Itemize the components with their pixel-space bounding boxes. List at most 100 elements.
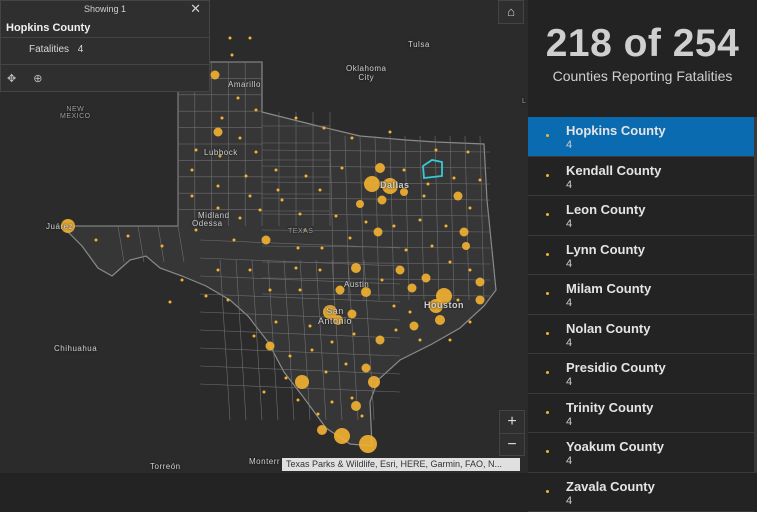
fatality-marker[interactable] (295, 267, 298, 270)
fatality-marker[interactable] (449, 261, 452, 264)
fatality-marker[interactable] (211, 71, 220, 80)
fatality-marker[interactable] (331, 341, 334, 344)
fatality-marker[interactable] (435, 315, 445, 325)
fatality-marker[interactable] (356, 200, 364, 208)
close-icon[interactable]: ✕ (190, 1, 201, 17)
fatality-marker[interactable] (403, 169, 406, 172)
fatality-marker[interactable] (467, 151, 470, 154)
fatality-marker[interactable] (375, 163, 385, 173)
fatality-marker[interactable] (361, 415, 364, 418)
fatality-marker[interactable] (476, 296, 485, 305)
fatality-marker[interactable] (295, 375, 309, 389)
fatality-marker[interactable] (229, 37, 232, 40)
fatality-marker[interactable] (233, 239, 236, 242)
fatality-marker[interactable] (259, 209, 262, 212)
fatality-marker[interactable] (305, 175, 308, 178)
fatality-marker[interactable] (289, 355, 292, 358)
fatality-marker[interactable] (449, 339, 452, 342)
fatality-marker[interactable] (95, 239, 98, 242)
fatality-marker[interactable] (408, 284, 417, 293)
fatality-marker[interactable] (364, 176, 380, 192)
fatality-marker[interactable] (345, 363, 348, 366)
fatality-marker[interactable] (325, 371, 328, 374)
fatality-marker[interactable] (221, 117, 224, 120)
fatality-marker[interactable] (419, 219, 422, 222)
fatality-marker[interactable] (359, 435, 377, 453)
fatality-marker[interactable] (335, 215, 338, 218)
fatality-marker[interactable] (331, 401, 334, 404)
fatality-marker[interactable] (297, 247, 300, 250)
fatality-marker[interactable] (253, 335, 256, 338)
fatality-marker[interactable] (351, 137, 354, 140)
fatality-marker[interactable] (445, 225, 448, 228)
fatality-marker[interactable] (453, 177, 456, 180)
fatality-marker[interactable] (353, 333, 356, 336)
fatality-marker[interactable] (393, 305, 396, 308)
fatality-marker[interactable] (476, 278, 485, 287)
fatality-marker[interactable] (262, 236, 271, 245)
fatality-marker[interactable] (217, 207, 220, 210)
fatality-marker[interactable] (239, 137, 242, 140)
fatality-marker[interactable] (161, 245, 164, 248)
fatality-marker[interactable] (169, 301, 172, 304)
fatality-marker[interactable] (321, 247, 324, 250)
fatality-marker[interactable] (427, 183, 430, 186)
fatality-marker[interactable] (299, 289, 302, 292)
fatality-marker[interactable] (419, 339, 422, 342)
fatality-marker[interactable] (389, 131, 392, 134)
fatality-marker[interactable] (469, 321, 472, 324)
fatality-marker[interactable] (217, 185, 220, 188)
fatality-marker[interactable] (341, 167, 344, 170)
fatality-marker[interactable] (317, 425, 327, 435)
fatality-marker[interactable] (275, 169, 278, 172)
fatality-marker[interactable] (214, 128, 223, 137)
fatality-marker[interactable] (469, 207, 472, 210)
fatality-marker[interactable] (281, 199, 284, 202)
fatality-marker[interactable] (435, 149, 438, 152)
zoom-out-button[interactable]: − (500, 434, 524, 456)
fatality-marker[interactable] (376, 336, 385, 345)
fatality-marker[interactable] (395, 329, 398, 332)
fatality-marker[interactable] (460, 228, 469, 237)
fatality-marker[interactable] (191, 169, 194, 172)
fatality-marker[interactable] (263, 391, 266, 394)
fatality-marker[interactable] (269, 289, 272, 292)
fatality-marker[interactable] (191, 195, 194, 198)
fatality-marker[interactable] (454, 192, 463, 201)
fatality-marker[interactable] (237, 97, 240, 100)
fatality-marker[interactable] (127, 235, 130, 238)
fatality-marker[interactable] (266, 342, 275, 351)
zoom-in-button[interactable]: + (500, 411, 524, 434)
fatality-marker[interactable] (351, 401, 361, 411)
fatality-marker[interactable] (277, 189, 280, 192)
fatality-marker[interactable] (409, 311, 412, 314)
fatality-marker[interactable] (381, 279, 384, 282)
fatality-marker[interactable] (181, 279, 184, 282)
fatality-marker[interactable] (239, 217, 242, 220)
fatality-marker[interactable] (299, 213, 302, 216)
fatality-marker[interactable] (227, 299, 230, 302)
fatality-marker[interactable] (462, 242, 470, 250)
fatality-marker[interactable] (231, 54, 234, 57)
fatality-marker[interactable] (255, 109, 258, 112)
fatality-marker[interactable] (362, 364, 371, 373)
fatality-marker[interactable] (393, 225, 396, 228)
fatality-marker[interactable] (368, 376, 380, 388)
fatality-marker[interactable] (479, 179, 482, 182)
fatality-marker[interactable] (319, 269, 322, 272)
fatality-marker[interactable] (295, 117, 298, 120)
map-view[interactable]: Tulsa Oklahoma City NEW MEXICO Amarillo … (0, 0, 528, 473)
fatality-marker[interactable] (351, 397, 354, 400)
fatality-marker[interactable] (255, 151, 258, 154)
fatality-marker[interactable] (285, 377, 288, 380)
fatality-marker[interactable] (311, 349, 314, 352)
fatality-marker[interactable] (422, 274, 431, 283)
fatality-marker[interactable] (249, 37, 252, 40)
fatality-marker[interactable] (410, 322, 419, 331)
